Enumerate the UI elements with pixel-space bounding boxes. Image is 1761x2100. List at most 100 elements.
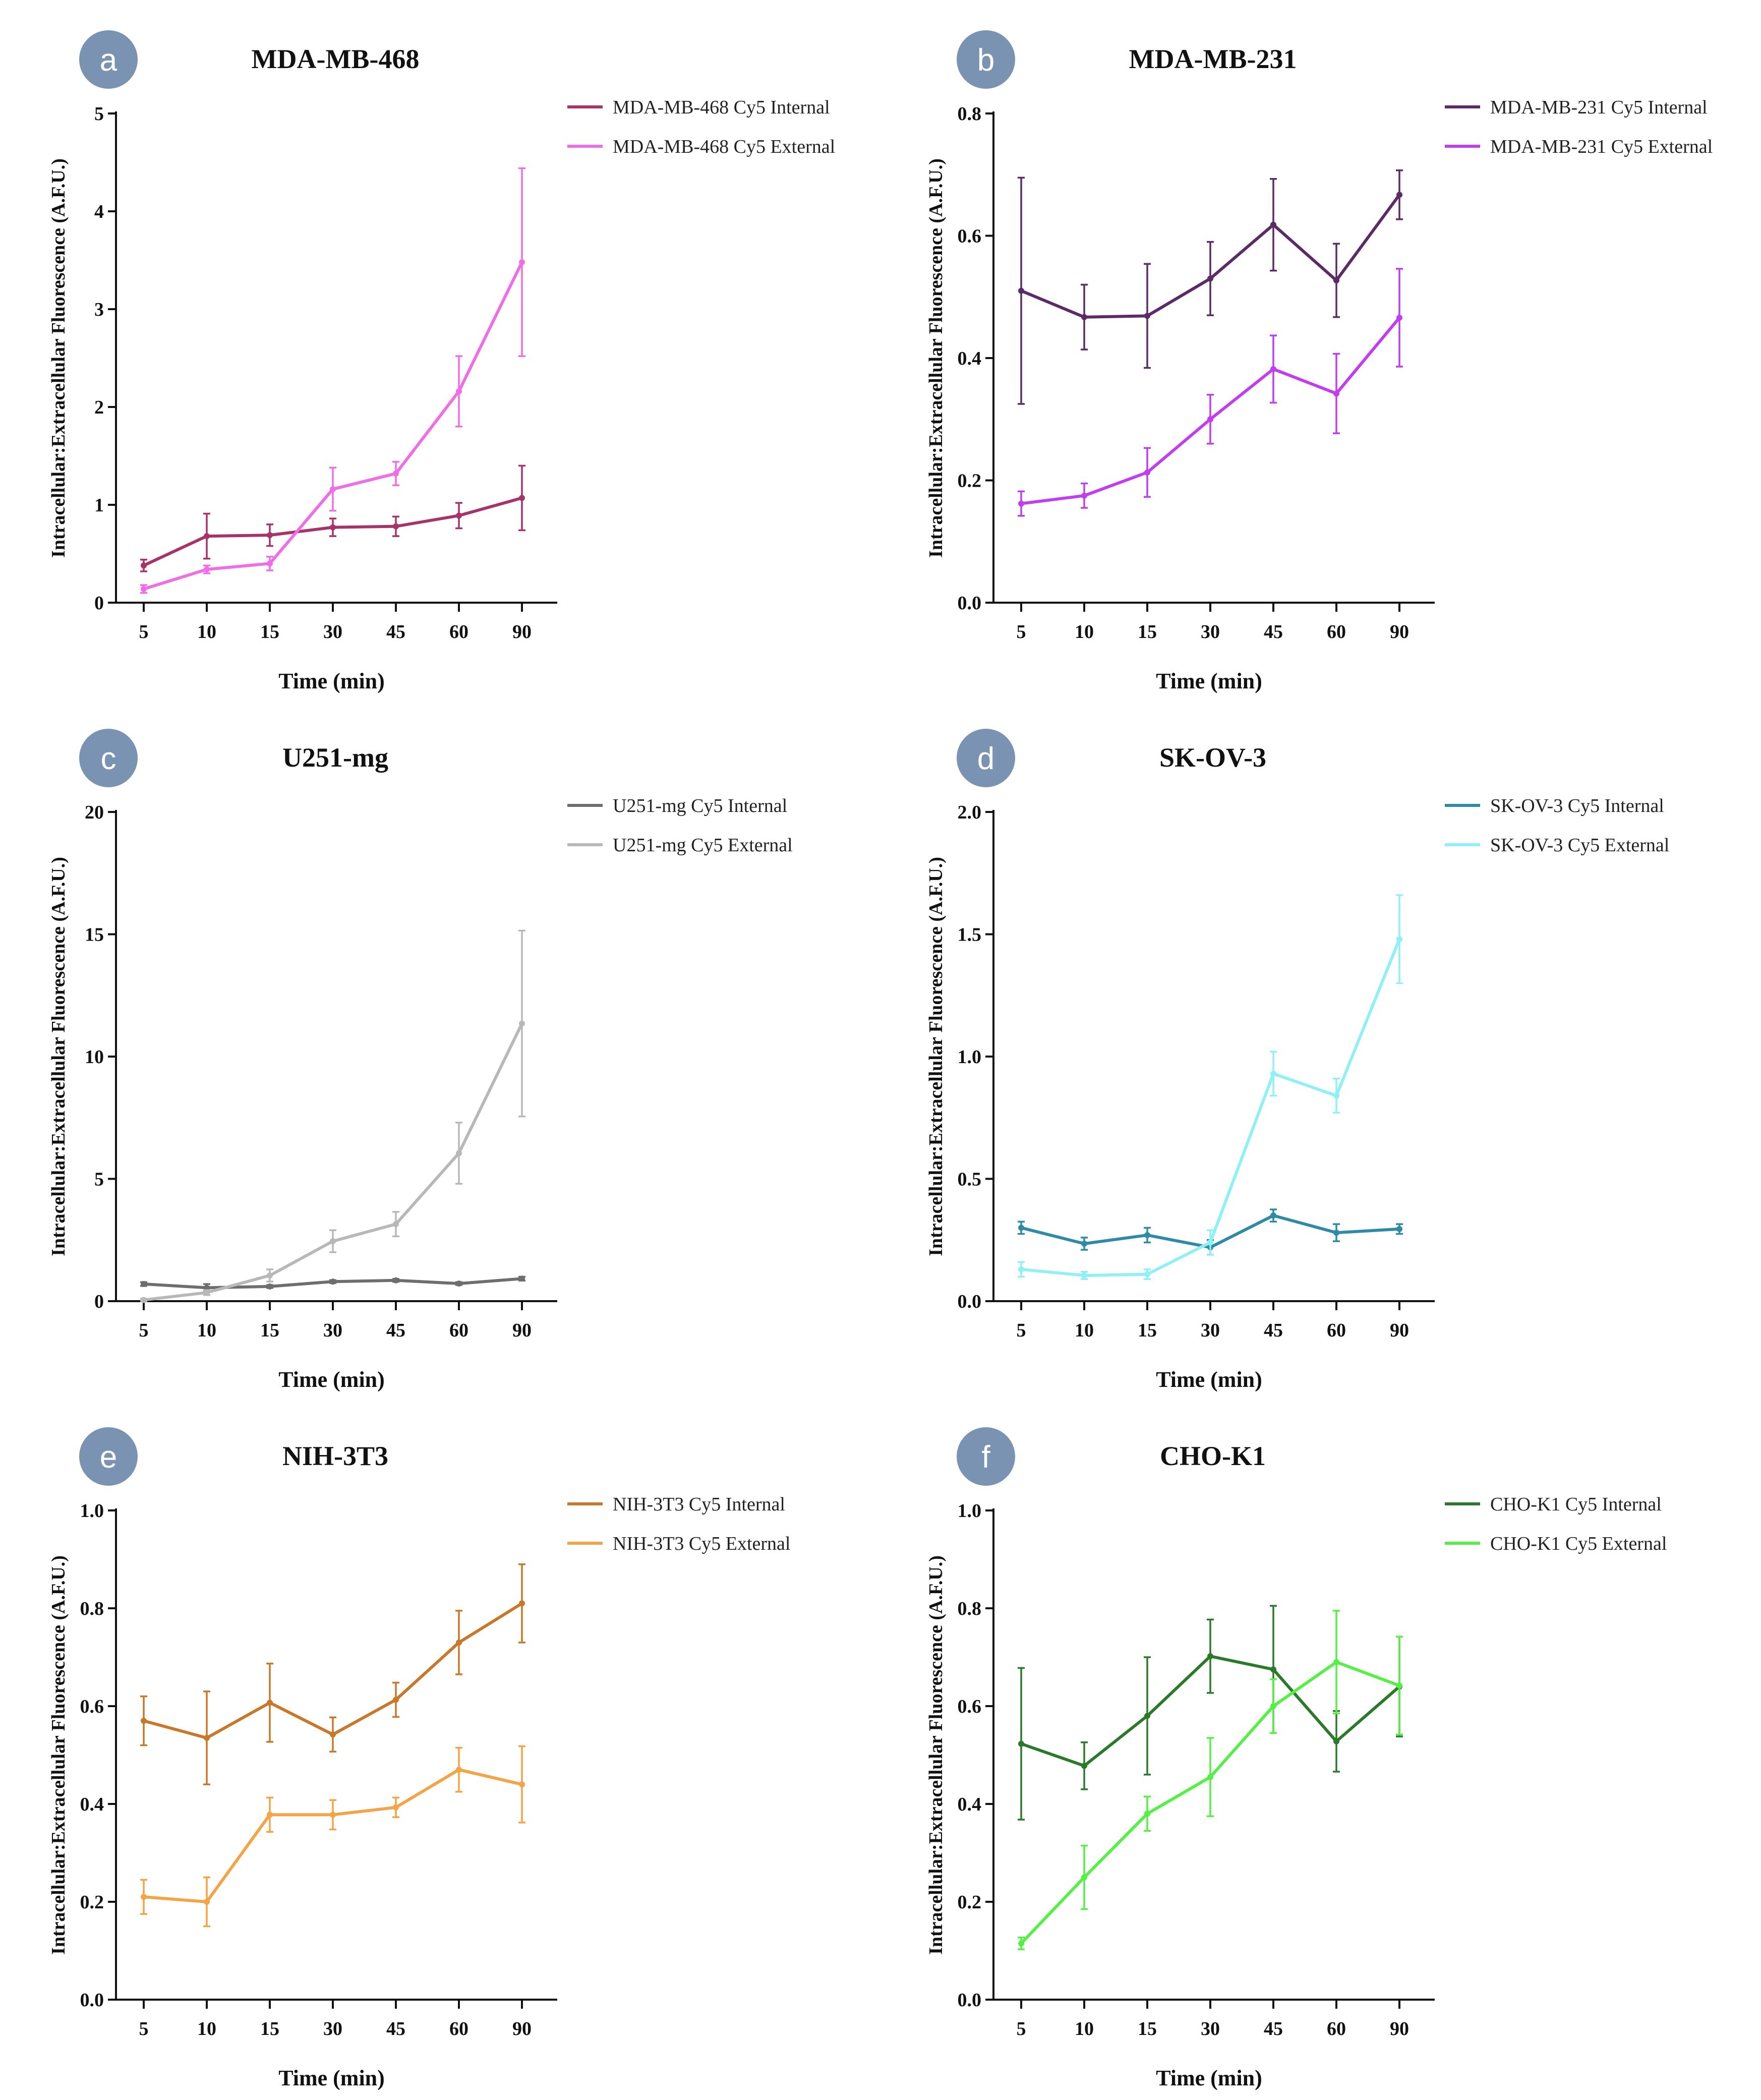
y-tick-label: 0.4 [958, 348, 982, 369]
series-internal [140, 1563, 525, 1785]
data-point [1144, 313, 1150, 319]
panel-letter: b [977, 43, 994, 78]
data-point [1018, 1740, 1024, 1747]
x-tick-label: 60 [449, 1320, 468, 1341]
y-tick-label: 0.0 [958, 593, 982, 614]
x-tick-label: 15 [1138, 621, 1157, 643]
x-tick-label: 90 [512, 1320, 532, 1341]
x-axis-label: Time (min) [278, 2066, 385, 2090]
data-point [1207, 1774, 1213, 1780]
x-tick-label: 15 [1138, 1320, 1157, 1341]
y-axis-label: Intracellular:Extracellular Fluorescence… [48, 158, 69, 558]
chart-title: MDA-MB-468 [252, 44, 420, 74]
x-tick-label: 45 [1264, 621, 1283, 643]
x-tick-label: 5 [1017, 2018, 1026, 2039]
x-tick-label: 60 [449, 2018, 468, 2039]
series-line [143, 1768, 522, 1903]
data-point [1270, 1666, 1276, 1673]
y-tick-label: 0.0 [958, 1291, 982, 1312]
legend-entry: U251-mg Cy5 Internal [613, 795, 787, 816]
data-point [1207, 1239, 1213, 1246]
panel-letter: e [100, 1440, 117, 1475]
x-tick-label: 90 [1390, 1320, 1409, 1341]
data-point [393, 470, 399, 477]
x-tick-label: 45 [1264, 1320, 1283, 1341]
data-point [1207, 275, 1213, 282]
data-point [330, 1812, 336, 1818]
panel-letter: d [977, 741, 994, 776]
y-tick-label: 0.6 [958, 226, 982, 247]
panel-b: b MDA-MB-231 0.0 0.2 0.4 0.6 0.8 5 10 15 30 45 60 90 T… [925, 30, 1713, 693]
x-tick-label: 60 [1327, 2018, 1346, 2039]
x-axis-label: Time (min) [278, 1367, 385, 1392]
data-point [204, 1735, 210, 1741]
data-point [267, 1700, 273, 1706]
y-tick-label: 1.0 [958, 1500, 982, 1522]
x-tick-label: 90 [1390, 621, 1409, 643]
x-tick-label: 10 [197, 621, 216, 643]
y-axis-label: Intracellular:Extracellular Fluorescence… [48, 857, 69, 1256]
x-tick-label: 10 [197, 1320, 216, 1341]
x-tick-label: 60 [1327, 1320, 1346, 1341]
data-point [1396, 1226, 1402, 1232]
legend-entry: MDA-MB-468 Cy5 External [613, 136, 835, 157]
panel-letter: f [981, 1440, 990, 1475]
panel-letter: c [101, 741, 116, 776]
data-point [204, 1285, 210, 1291]
data-point [1144, 1811, 1150, 1817]
x-tick-label: 15 [260, 621, 279, 643]
y-tick-label: 20 [85, 802, 104, 823]
y-tick-label: 0.8 [958, 1598, 982, 1619]
data-point [141, 1297, 147, 1303]
y-tick-label: 0.0 [958, 1990, 982, 2011]
panel-badge [957, 1427, 1015, 1486]
data-point [204, 1899, 210, 1905]
data-point [267, 1283, 273, 1290]
data-point [141, 1894, 147, 1900]
y-tick-label: 3 [94, 299, 104, 320]
x-tick-label: 45 [1264, 2018, 1283, 2039]
data-point [1018, 287, 1024, 294]
data-point [519, 1600, 525, 1607]
chart-title: SK-OV-3 [1159, 742, 1266, 773]
x-tick-label: 5 [1017, 1320, 1026, 1341]
data-point [204, 533, 210, 540]
x-tick-label: 10 [1075, 621, 1094, 643]
series-external [1018, 894, 1403, 1280]
y-axis-label: Intracellular:Extracellular Fluorescence… [925, 1555, 947, 1955]
series-external [1018, 268, 1403, 517]
data-point [330, 524, 336, 531]
data-point [1081, 1241, 1087, 1247]
data-point [1018, 1940, 1024, 1947]
x-tick-label: 90 [512, 621, 532, 643]
data-point [267, 560, 273, 567]
series-internal [140, 1275, 525, 1293]
y-tick-label: 0.8 [80, 1598, 104, 1619]
series-external [140, 167, 525, 594]
y-tick-label: 0.4 [80, 1794, 104, 1815]
y-tick-label: 0.8 [958, 103, 982, 125]
data-point [1207, 416, 1213, 423]
data-point [1396, 1682, 1402, 1689]
legend-entry: CHO-K1 Cy5 Internal [1490, 1494, 1662, 1515]
data-point [1270, 1070, 1276, 1077]
legend-entry: MDA-MB-468 Cy5 Internal [613, 97, 830, 118]
x-tick-label: 30 [1201, 2018, 1220, 2039]
x-tick-label: 90 [512, 2018, 532, 2039]
y-tick-label: 0.4 [958, 1794, 982, 1815]
data-point [141, 562, 147, 569]
legend-entry: SK-OV-3 Cy5 External [1490, 835, 1669, 856]
data-point [1081, 1763, 1087, 1769]
x-axis-label: Time (min) [278, 669, 385, 693]
data-point [519, 1781, 525, 1788]
data-point [456, 1280, 462, 1287]
x-tick-label: 15 [260, 1320, 279, 1341]
panel-c: c U251-mg 0 5 10 15 20 5 10 15 30 45 60 90 Time (min) I… [48, 729, 793, 1392]
data-point [393, 1697, 399, 1703]
x-tick-label: 45 [386, 2018, 405, 2039]
panel-e: e NIH-3T3 0.0 0.2 0.4 0.6 0.8 1.0 5 10 15 30 45 60 90 T… [48, 1427, 790, 2090]
x-tick-label: 5 [1017, 621, 1026, 643]
data-point [393, 1221, 399, 1228]
x-tick-label: 10 [1075, 2018, 1094, 2039]
